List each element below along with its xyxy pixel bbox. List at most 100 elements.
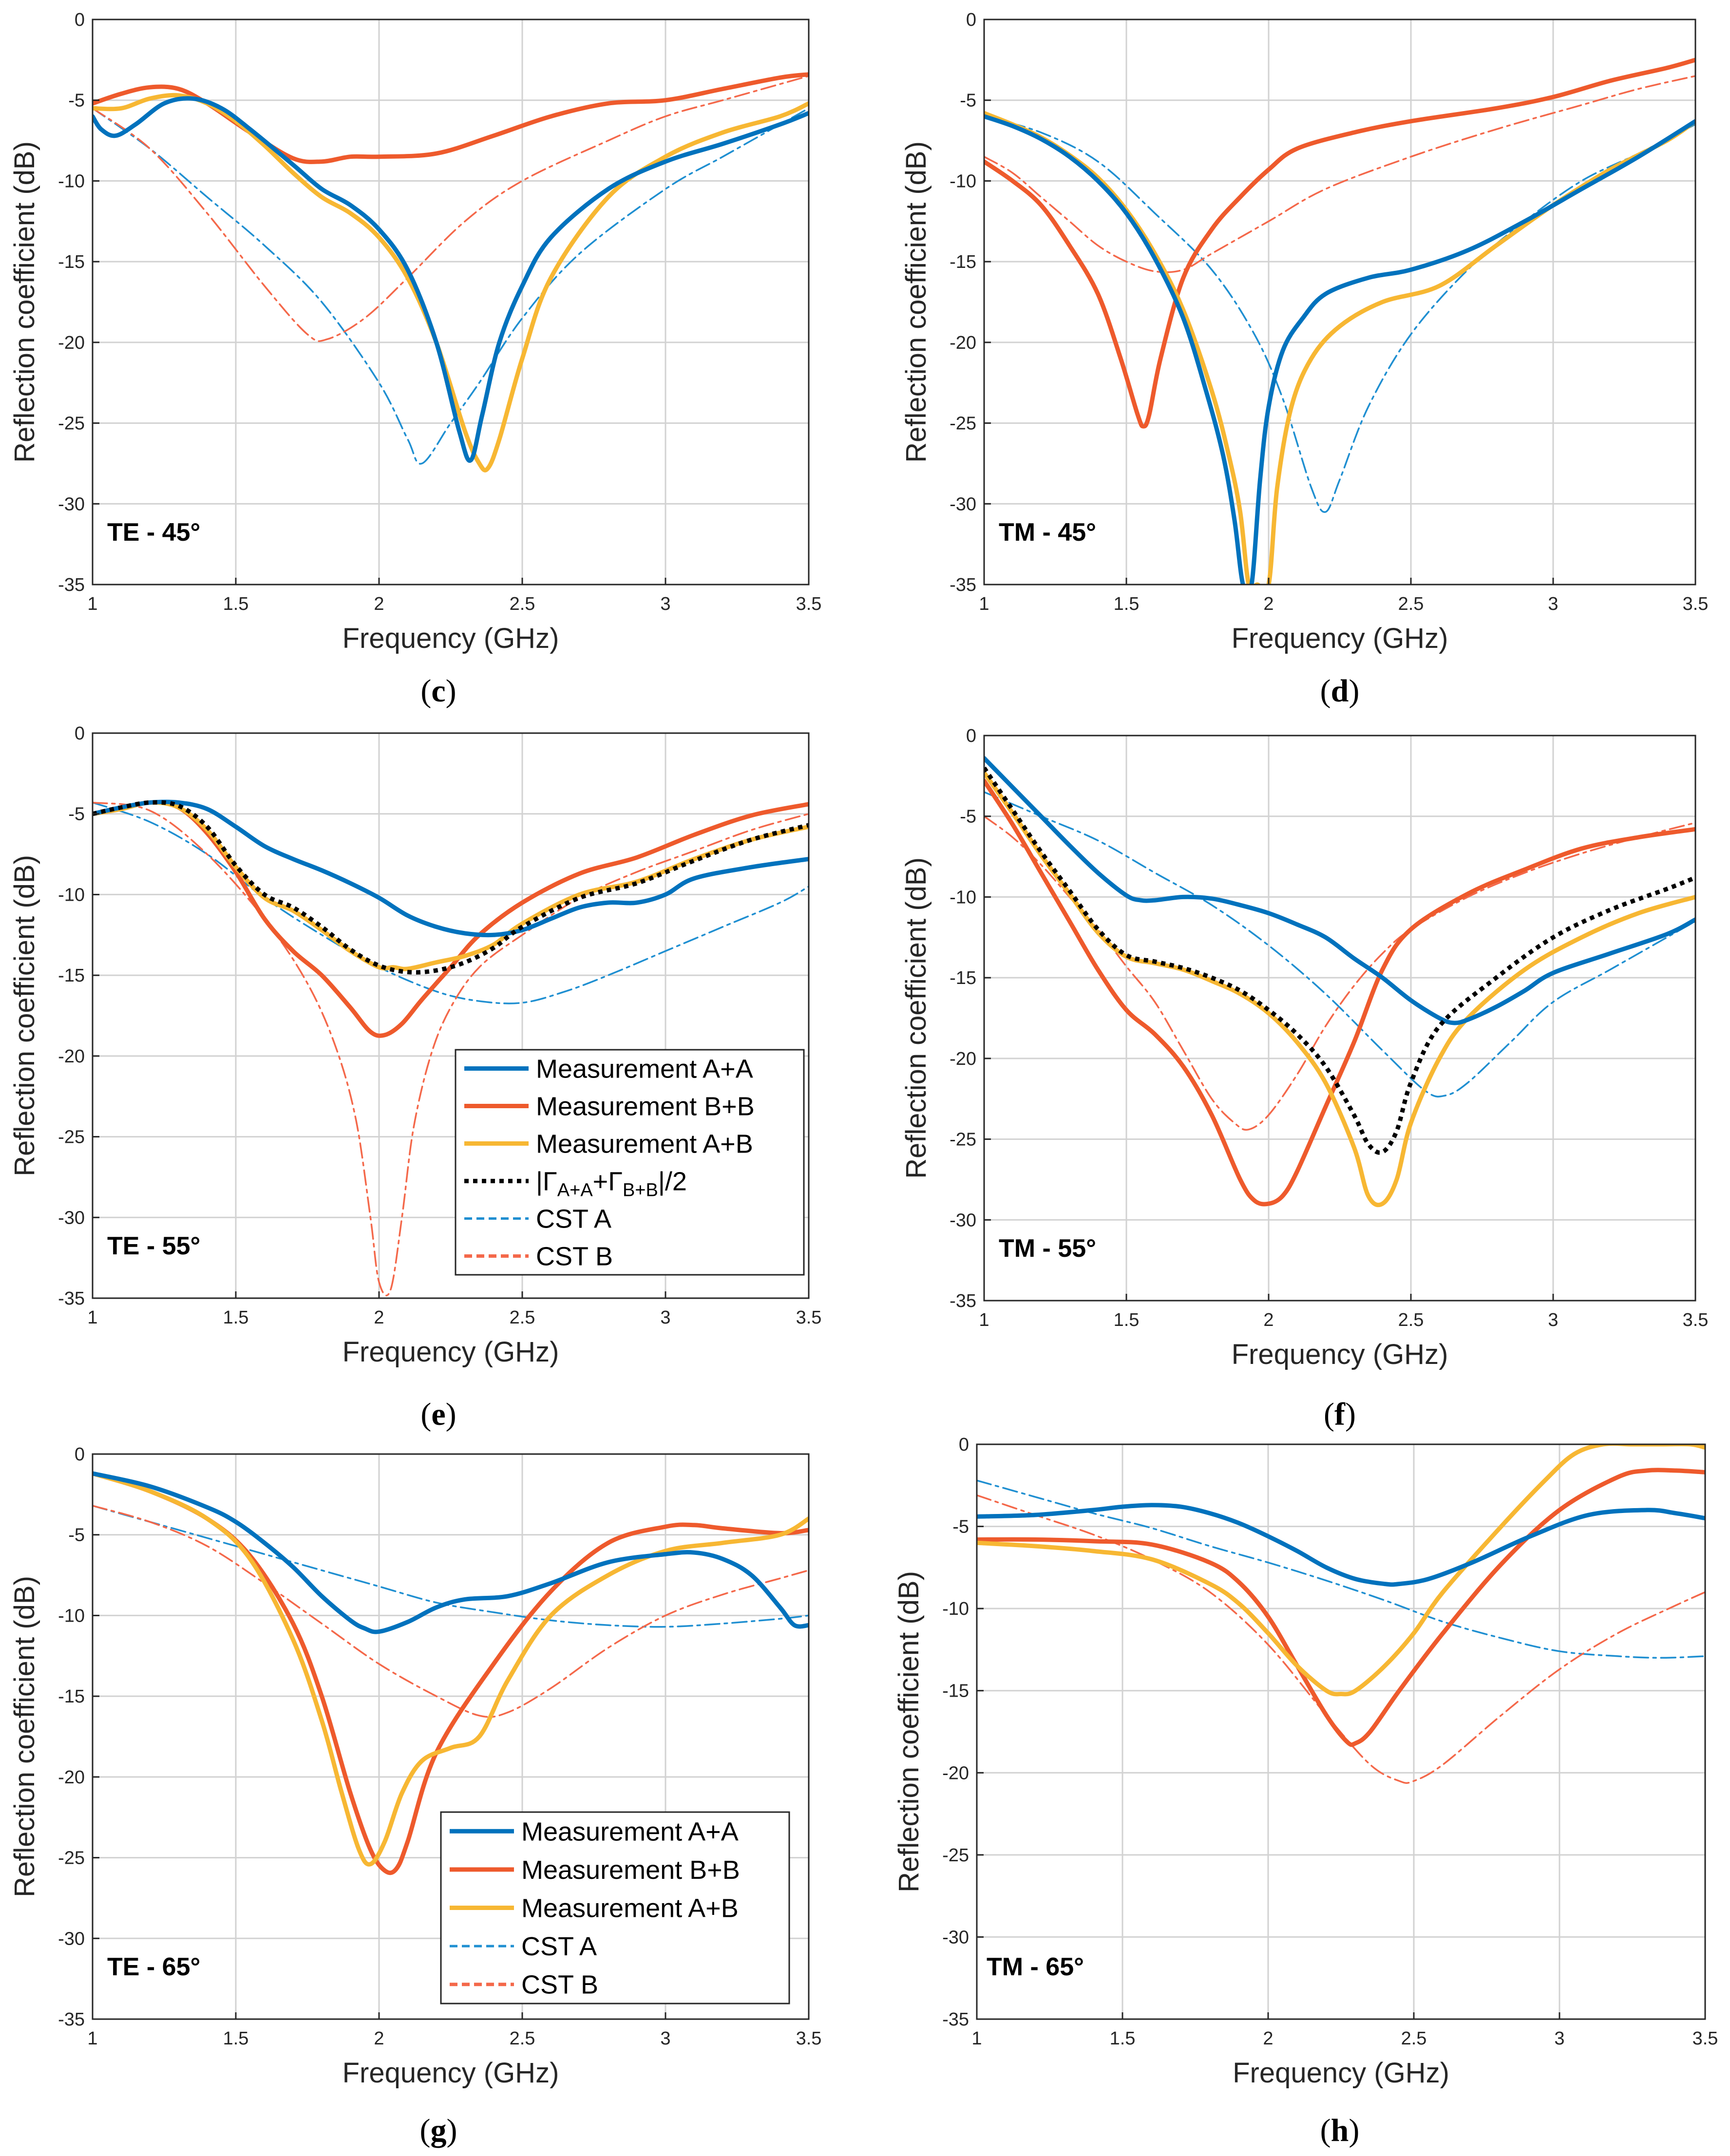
- series-group: [984, 756, 1695, 1208]
- panel-g: 1 1.5 2 2.5 3 3.5 0 -5 -10 -15 -20 -25 -30 -35 Frequen…: [9, 1444, 821, 2148]
- series-group: [93, 799, 809, 1297]
- y-axis-title: Reflection coefficient (dB): [900, 857, 932, 1179]
- x-tick-label: 3.5: [1692, 2028, 1718, 2049]
- panel-condition-label: TE - 45°: [107, 518, 200, 547]
- x-tick-label: 1.5: [223, 2028, 249, 2049]
- y-tick-label: -20: [58, 1767, 85, 1788]
- series-line-avg: [93, 800, 809, 975]
- panel-caption: (f): [1324, 1397, 1356, 1432]
- series-line-cst-a: [93, 107, 809, 465]
- y-axis-title: Reflection coefficient (dB): [9, 855, 40, 1176]
- x-tick-label: 2.5: [1398, 594, 1424, 614]
- plot-area: [93, 19, 809, 585]
- legend: Measurement A+A Measurement B+B Measuremen…: [440, 1811, 790, 2005]
- y-tick-label: -5: [960, 91, 976, 111]
- series-line-meas-aa: [93, 799, 809, 938]
- y-tick-label: -20: [950, 1049, 976, 1069]
- series-group: [984, 57, 1695, 585]
- panel-d: 1 1.5 2 2.5 3 3.5 0 -5 -10 -15 -20 -25 -30 -35 Frequen…: [900, 10, 1708, 709]
- y-axis-title: Reflection coefficient (dB): [900, 141, 932, 463]
- y-tick-label: -25: [942, 1845, 969, 1866]
- x-tick-label: 3: [1548, 594, 1558, 614]
- x-tick-label: 3.5: [796, 1307, 822, 1328]
- panel-h: 1 1.5 2 2.5 3 3.5 0 -5 -10 -15 -20 -25 -30 -35 Frequen…: [893, 1435, 1718, 2148]
- y-tick-label: -30: [950, 1210, 976, 1230]
- y-tick-label: -20: [58, 1046, 85, 1067]
- grid: [984, 19, 1695, 585]
- legend-label-cst-b: CST B: [521, 1970, 598, 2000]
- plot-area: [984, 19, 1695, 585]
- series-line-meas-ab: [93, 800, 809, 971]
- x-tick-label: 1: [87, 2028, 97, 2049]
- axes-box: [983, 735, 1696, 1302]
- y-tick-label: 0: [966, 10, 976, 30]
- y-tick-label: -25: [58, 414, 85, 434]
- legend-label-avg: |ΓA+A+ΓB+B|/2: [536, 1167, 687, 1201]
- series-line-cst-a: [984, 115, 1695, 513]
- y-tick-label: 0: [75, 1444, 85, 1465]
- y-tick-label: -10: [950, 171, 976, 191]
- y-tick-label: -20: [58, 333, 85, 353]
- x-tick-label: 1: [87, 594, 97, 614]
- y-tick-label: -20: [950, 333, 976, 353]
- x-tick-label: 3: [660, 594, 670, 614]
- y-tick-label: -25: [58, 1127, 85, 1148]
- x-tick-label: 1: [979, 1310, 989, 1330]
- y-tick-label: -10: [942, 1599, 969, 1619]
- series-line-cst-b: [984, 75, 1695, 273]
- series-line-meas-aa: [93, 96, 809, 463]
- series-group: [93, 1471, 809, 1875]
- y-axis-title: Reflection coefficient (dB): [9, 1576, 40, 1897]
- grid: [93, 19, 809, 585]
- x-tick-label: 1: [979, 594, 989, 614]
- y-tick-label: -5: [68, 804, 85, 825]
- y-axis-title: Reflection coefficient (dB): [893, 1571, 925, 1892]
- panel-caption: (g): [420, 2113, 457, 2148]
- x-tick-label: 3: [660, 1307, 670, 1328]
- x-tick-label: 3: [1548, 1310, 1558, 1330]
- legend-label-cst-b: CST B: [536, 1242, 613, 1271]
- y-tick-label: -15: [58, 1686, 85, 1707]
- y-tick-label: 0: [966, 726, 976, 746]
- x-tick-label: 3: [660, 2028, 670, 2049]
- legend-label-meas-aa: Measurement A+A: [536, 1055, 753, 1084]
- panel-c: 1 1.5 2 2.5 3 3.5 0 -5 -10 -15 -20 -25 -30 -35 Frequen…: [9, 10, 821, 709]
- axes-box: [92, 1453, 810, 2020]
- legend-label-cst-a: CST A: [521, 1932, 597, 1961]
- series-line-cst-a: [93, 801, 809, 1004]
- y-tick-label: -15: [942, 1681, 969, 1702]
- x-tick-label: 2: [1263, 594, 1274, 614]
- panel-condition-label: TM - 65°: [987, 1953, 1084, 1981]
- y-tick-label: -30: [950, 494, 976, 514]
- x-axis-title: Frequency (GHz): [342, 623, 559, 654]
- series-line-meas-bb: [984, 57, 1695, 429]
- y-tick-label: 0: [75, 10, 85, 30]
- x-tick-label: 1: [971, 2028, 982, 2049]
- x-tick-label: 1.5: [1114, 594, 1140, 614]
- series-line-meas-bb: [977, 1468, 1705, 1747]
- panel-f: 1 1.5 2 2.5 3 3.5 0 -5 -10 -15 -20 -25 -30 -35 Frequen…: [900, 726, 1708, 1432]
- series-line-meas-aa: [93, 1471, 809, 1634]
- grid: [977, 1444, 1705, 2019]
- y-tick-label: -5: [952, 1517, 969, 1537]
- panel-condition-label: TE - 65°: [107, 1953, 200, 1981]
- panel-e: 1 1.5 2 2.5 3 3.5 0 -5 -10 -15 -20 -25 -30 -35 Frequen…: [9, 723, 821, 1432]
- x-tick-label: 2.5: [1398, 1310, 1424, 1330]
- x-tick-label: 1.5: [223, 1307, 249, 1328]
- y-tick-label: -15: [950, 252, 976, 272]
- x-axis-title: Frequency (GHz): [342, 2057, 559, 2089]
- panel-caption: (e): [420, 1397, 456, 1432]
- y-tick-label: -5: [68, 91, 85, 111]
- x-tick-label: 1: [87, 1307, 97, 1328]
- y-tick-label: -25: [950, 414, 976, 434]
- y-tick-label: -35: [950, 575, 976, 595]
- y-tick-label: -30: [58, 1929, 85, 1949]
- series-line-meas-ab: [984, 770, 1695, 1208]
- plot-area: [984, 736, 1695, 1301]
- series-line-meas-ab: [93, 1471, 809, 1867]
- y-tick-label: -25: [950, 1130, 976, 1150]
- y-tick-label: -25: [58, 1848, 85, 1869]
- x-axis-title: Frequency (GHz): [1232, 623, 1448, 654]
- y-tick-label: -10: [58, 1606, 85, 1626]
